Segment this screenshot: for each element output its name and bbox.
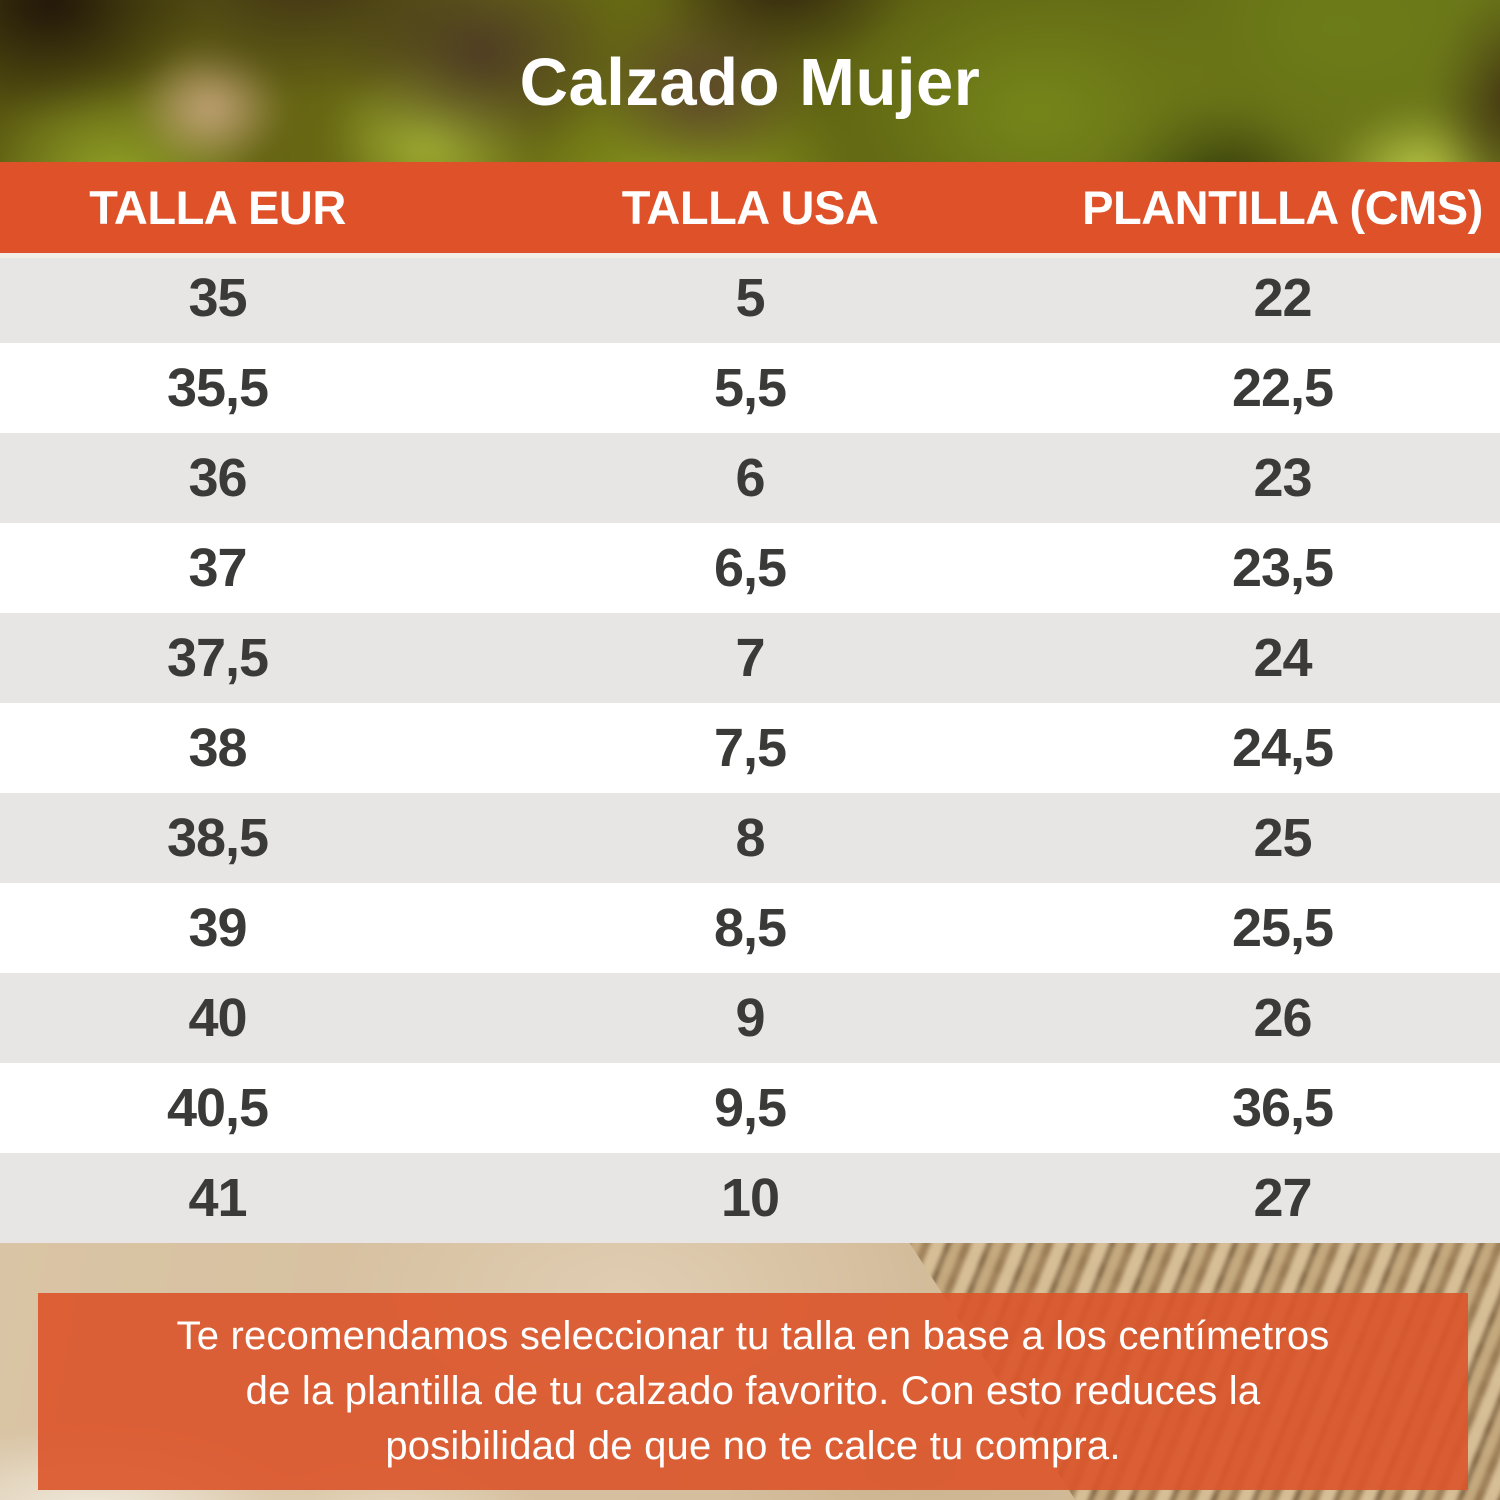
table-cell-plantilla: 23,5 xyxy=(1231,538,1334,598)
header-cell-plantilla-cms: PLANTILLA (CMS) xyxy=(1082,181,1483,234)
table-cell-plantilla: 24 xyxy=(1253,628,1312,688)
table-header-row: TALLA EUR TALLA USA PLANTILLA (CMS) xyxy=(0,162,1500,253)
table-cell-talla-eur: 40,5 xyxy=(166,1078,269,1138)
table-cell-talla-eur: 36 xyxy=(188,448,247,508)
header-cell-talla-eur: TALLA EUR xyxy=(89,181,346,234)
table-cell-plantilla: 25,5 xyxy=(1231,898,1334,958)
top-photo-blur-layer xyxy=(0,0,1500,165)
table-row: 37,5 7 24 xyxy=(0,613,1500,703)
table-cell-talla-usa: 5 xyxy=(735,268,765,328)
table-cell-plantilla: 26 xyxy=(1253,988,1312,1048)
table-cell-talla-usa: 9,5 xyxy=(713,1078,787,1138)
table-cell-talla-eur: 37,5 xyxy=(166,628,269,688)
table-row: 39 8,5 25,5 xyxy=(0,883,1500,973)
table-cell-talla-usa: 8 xyxy=(735,808,765,868)
table-cell-talla-usa: 6,5 xyxy=(713,538,787,598)
top-photo-background xyxy=(0,0,1500,165)
table-cell-plantilla: 22 xyxy=(1253,268,1312,328)
header-cell-talla-usa: TALLA USA xyxy=(621,181,879,234)
table-cell-talla-eur: 38,5 xyxy=(166,808,269,868)
table-cell-talla-usa: 6 xyxy=(735,448,765,508)
table-row: 35 5 22 xyxy=(0,253,1500,343)
table-cell-plantilla: 24,5 xyxy=(1231,718,1334,778)
table-cell-talla-usa: 10 xyxy=(720,1168,780,1228)
table-row: 41 10 27 xyxy=(0,1153,1500,1243)
table-cell-talla-eur: 41 xyxy=(188,1168,247,1228)
table-row: 38 7,5 24,5 xyxy=(0,703,1500,793)
table-row: 36 6 23 xyxy=(0,433,1500,523)
table-cell-plantilla: 23 xyxy=(1253,448,1312,508)
table-row: 37 6,5 23,5 xyxy=(0,523,1500,613)
recommendation-banner: Te recomendamos seleccionar tu talla en … xyxy=(38,1293,1468,1490)
table-cell-plantilla: 25 xyxy=(1253,808,1312,868)
table-cell-plantilla: 27 xyxy=(1253,1168,1312,1228)
table-row: 40,5 9,5 36,5 xyxy=(0,1063,1500,1153)
table-row: 35,5 5,5 22,5 xyxy=(0,343,1500,433)
size-table-body: 35 5 22 35,5 5,5 22,5 36 6 23 37 6,5 23,… xyxy=(0,253,1500,1243)
table-cell-talla-eur: 38 xyxy=(188,718,247,778)
banner-line: de la plantilla de tu calzado favorito. … xyxy=(245,1369,1261,1413)
page-title: Calzado Mujer xyxy=(519,45,981,120)
table-cell-plantilla: 36,5 xyxy=(1231,1078,1334,1138)
table-cell-talla-eur: 39 xyxy=(188,898,247,958)
table-cell-talla-eur: 35,5 xyxy=(166,358,269,418)
table-cell-talla-eur: 35 xyxy=(188,268,247,328)
table-cell-talla-usa: 7 xyxy=(735,628,765,688)
table-cell-plantilla: 22,5 xyxy=(1231,358,1334,418)
banner-line: Te recomendamos seleccionar tu talla en … xyxy=(176,1314,1330,1358)
table-cell-talla-usa: 7,5 xyxy=(713,718,787,778)
table-cell-talla-eur: 40 xyxy=(188,988,247,1048)
table-cell-talla-eur: 37 xyxy=(188,538,247,598)
table-cell-talla-usa: 9 xyxy=(735,988,765,1048)
banner-line: posibilidad de que no te calce tu compra… xyxy=(385,1424,1121,1468)
table-cell-talla-usa: 5,5 xyxy=(713,358,787,418)
header-separator-line xyxy=(0,253,1500,258)
table-row: 38,5 8 25 xyxy=(0,793,1500,883)
table-row: 40 9 26 xyxy=(0,973,1500,1063)
table-cell-talla-usa: 8,5 xyxy=(713,898,787,958)
